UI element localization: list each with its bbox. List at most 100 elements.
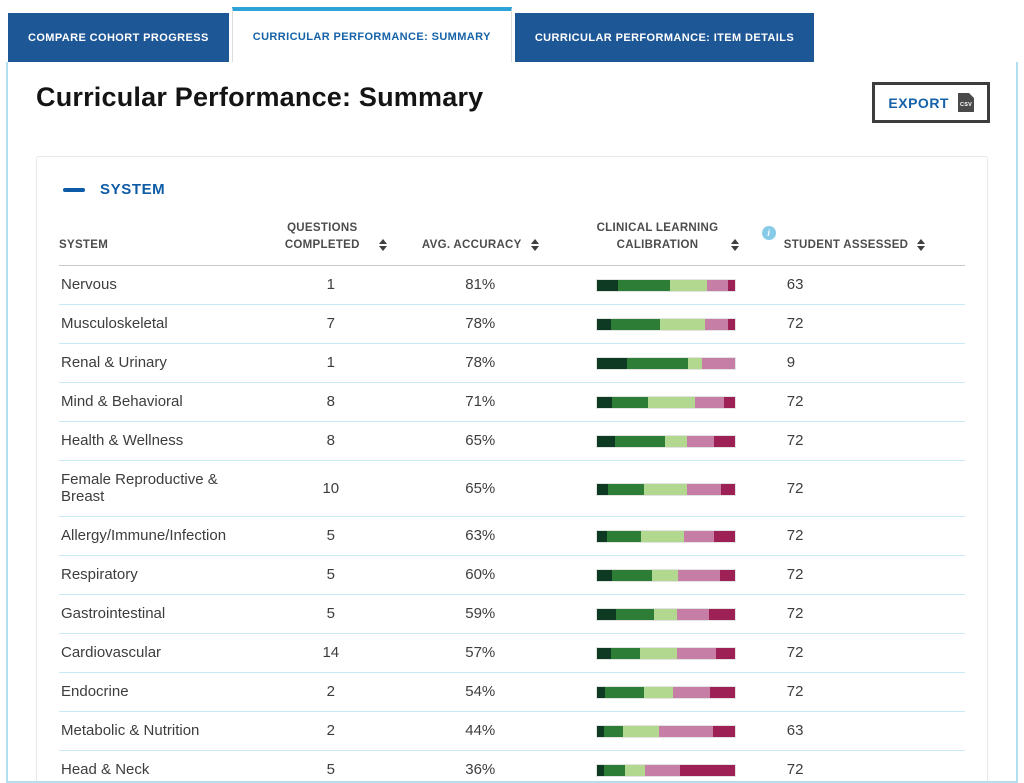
avg-accuracy-value: 71% (465, 393, 496, 411)
student-assessed-cell: 72 (783, 382, 965, 423)
calibration-segment-1 (596, 397, 613, 409)
calibration-segment-5 (679, 765, 735, 777)
calibration-bar (595, 569, 736, 583)
student-assessed-value: 63 (786, 722, 804, 740)
avg-accuracy-cell: 78% (412, 304, 549, 345)
calibration-segment-2 (617, 280, 671, 292)
questions-completed-value: 2 (326, 722, 335, 740)
system-cell: Head & Neck (59, 750, 250, 781)
tab-curricular-performance-item-details[interactable]: CURRICULAR PERFORMANCE: ITEM DETAILS (514, 13, 815, 62)
questions-completed-value: 5 (326, 527, 335, 545)
calibration-segment-4 (659, 726, 713, 738)
system-cell: Endocrine (59, 672, 250, 713)
system-name: Respiratory (61, 566, 138, 584)
system-name: Head & Neck (61, 761, 150, 779)
system-name: Cardiovascular (61, 644, 162, 662)
questions-completed-cell: 1 (249, 265, 413, 306)
student-assessed-cell: 63 (783, 711, 965, 752)
student-assessed-cell: 72 (783, 421, 965, 462)
calibration-segment-3 (670, 280, 708, 292)
calibration-segment-4 (677, 609, 709, 621)
student-assessed-cell: 72 (783, 460, 965, 518)
export-button-label: EXPORT (888, 94, 949, 111)
avg-accuracy-cell: 63% (412, 516, 549, 557)
system-cell: Mind & Behavioral (59, 382, 250, 423)
calibration-segment-5 (723, 397, 735, 409)
calibration-segment-3 (660, 319, 705, 331)
questions-completed-cell: 2 (249, 711, 413, 752)
calibration-segment-1 (596, 319, 611, 331)
calibration-segment-4 (686, 483, 722, 495)
calibration-segment-1 (596, 280, 618, 292)
questions-completed-value: 8 (326, 432, 335, 450)
student-assessed-cell: 72 (783, 672, 965, 713)
sort-icon[interactable] (379, 239, 388, 253)
table-row: Endocrine 2 54% 72 (59, 672, 965, 713)
calibration-cell (548, 343, 784, 384)
questions-completed-cell: 5 (249, 594, 413, 635)
info-icon[interactable]: i (761, 226, 776, 240)
calibration-segment-2 (603, 765, 625, 777)
sort-icon[interactable] (917, 239, 926, 253)
system-name: Metabolic & Nutrition (61, 722, 200, 740)
student-assessed-value: 72 (786, 605, 804, 623)
sort-icon[interactable] (731, 239, 740, 253)
student-assessed-cell: 72 (783, 594, 965, 635)
calibration-segment-2 (608, 483, 644, 495)
calibration-segment-1 (596, 609, 617, 621)
calibration-segment-5 (721, 483, 735, 495)
calibration-segment-3 (688, 358, 702, 370)
questions-completed-cell: 5 (249, 516, 413, 557)
calibration-cell (548, 421, 784, 462)
questions-completed-value: 14 (322, 644, 340, 662)
calibration-cell (548, 555, 784, 596)
calibration-cell (548, 516, 784, 557)
calibration-cell (548, 672, 784, 713)
calibration-segment-4 (672, 687, 711, 699)
system-cell: Gastrointestinal (59, 594, 250, 635)
avg-accuracy-value: 57% (465, 644, 496, 662)
calibration-segment-4 (707, 280, 729, 292)
table-row: Cardiovascular 14 57% 72 (59, 633, 965, 674)
questions-completed-cell: 2 (249, 672, 413, 713)
questions-completed-value: 5 (326, 566, 335, 584)
questions-completed-value: 10 (322, 479, 340, 497)
questions-completed-value: 1 (326, 276, 335, 294)
table-row: Head & Neck 5 36% 72 (59, 750, 965, 781)
sort-icon[interactable] (530, 239, 539, 253)
panel-header: Curricular Performance: Summary EXPORT C… (8, 62, 1016, 123)
avg-accuracy-value: 59% (465, 605, 496, 623)
calibration-segment-1 (596, 358, 628, 370)
system-name: Health & Wellness (61, 432, 184, 450)
calibration-segment-4 (645, 765, 680, 777)
calibration-segment-1 (596, 483, 609, 495)
calibration-segment-5 (728, 280, 735, 292)
calibration-segment-2 (612, 397, 649, 409)
avg-accuracy-value: 63% (465, 527, 496, 545)
system-cell: Cardiovascular (59, 633, 250, 674)
calibration-segment-3 (643, 687, 673, 699)
collapse-minus-icon[interactable] (63, 187, 85, 192)
column-header-questions-completed: QUESTIONS COMPLETED (249, 212, 413, 267)
calibration-bar (595, 318, 736, 332)
calibration-segment-5 (728, 319, 735, 331)
calibration-segment-2 (627, 358, 689, 370)
avg-accuracy-value: 60% (465, 566, 496, 584)
system-name: Nervous (61, 276, 117, 294)
export-button[interactable]: EXPORT CSV (872, 82, 990, 123)
questions-completed-value: 5 (326, 605, 335, 623)
calibration-segment-2 (614, 436, 665, 448)
calibration-bar (595, 482, 736, 496)
system-cell: Musculoskeletal (59, 304, 250, 345)
calibration-segment-3 (643, 483, 687, 495)
system-name: Renal & Urinary (61, 354, 167, 372)
avg-accuracy-cell: 60% (412, 555, 549, 596)
questions-completed-cell: 5 (249, 750, 413, 781)
table-row: Metabolic & Nutrition 2 44% 63 (59, 711, 965, 752)
tab-compare-cohort-progress[interactable]: COMPARE COHORT PROGRESS (8, 13, 229, 62)
questions-completed-cell: 14 (249, 633, 413, 674)
tab-curricular-performance-summary[interactable]: CURRICULAR PERFORMANCE: SUMMARY (231, 7, 512, 62)
avg-accuracy-cell: 59% (412, 594, 549, 635)
calibration-bar (595, 279, 736, 293)
calibration-bar (595, 686, 736, 700)
